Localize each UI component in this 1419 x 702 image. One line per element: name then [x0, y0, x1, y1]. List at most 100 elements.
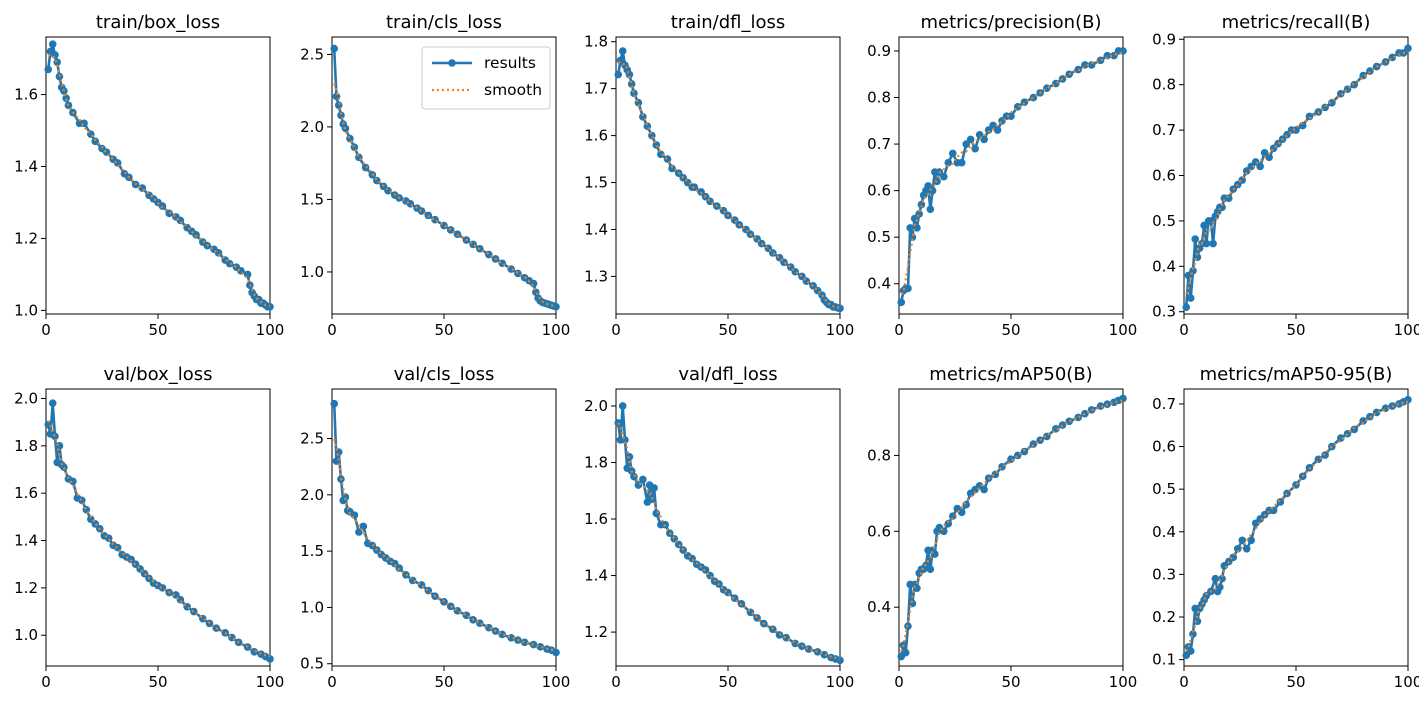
y-tick-label: 0.6	[867, 182, 891, 200]
x-tick-label: 50	[718, 673, 737, 691]
y-tick-label: 1.0	[14, 626, 38, 644]
data-point	[957, 158, 966, 167]
y-tick-label: 1.8	[14, 437, 38, 455]
data-point	[51, 51, 59, 59]
data-point	[1350, 425, 1359, 434]
y-tick-label: 1.0	[300, 598, 324, 616]
data-point	[51, 432, 59, 441]
subplot-title: val/cls_loss	[394, 364, 495, 385]
x-tick-label: 100	[542, 321, 571, 339]
y-tick-label: 0.4	[867, 598, 891, 616]
data-point	[1283, 489, 1291, 498]
data-point	[971, 144, 979, 153]
data-point	[1328, 442, 1336, 451]
data-point	[639, 475, 647, 484]
data-point	[330, 44, 339, 53]
x-tick-label: 100	[1394, 321, 1419, 339]
data-point	[1096, 402, 1105, 410]
data-point	[1256, 162, 1264, 171]
data-point	[657, 150, 665, 159]
y-tick-label: 1.2	[14, 229, 38, 247]
data-point	[113, 543, 122, 552]
subplot-metrics-map50-95-b: metrics/mAP50-95(B) 0 50 100 0.1 0.2 0.3 0.4 0.5…	[1152, 364, 1419, 691]
x-tick-label: 0	[611, 673, 621, 691]
axes-frame	[615, 36, 841, 315]
y-tick-label: 0.3	[1152, 303, 1176, 321]
series-results-line	[899, 49, 1123, 303]
data-point	[820, 650, 829, 659]
data-point	[228, 633, 236, 642]
data-point	[361, 163, 370, 172]
y-tick-label: 2.5	[300, 45, 324, 63]
x-tick-label: 0	[327, 673, 337, 691]
x-tick-label: 0	[611, 321, 621, 339]
y-tick-label: 0.9	[1152, 30, 1176, 48]
data-point	[1081, 409, 1089, 418]
data-point	[802, 277, 811, 285]
y-tick-label: 1.0	[14, 301, 38, 319]
data-point	[836, 656, 844, 665]
series-results-line	[1184, 47, 1409, 308]
data-point	[1186, 294, 1195, 302]
y-tick-label: 1.5	[300, 542, 324, 560]
y-tick-label: 0.6	[867, 522, 891, 540]
y-tick-label: 1.4	[584, 567, 608, 585]
data-point	[1242, 545, 1251, 553]
data-point	[140, 569, 149, 578]
data-point	[453, 607, 462, 615]
data-point	[529, 279, 538, 288]
data-point	[652, 509, 661, 518]
data-point	[1087, 61, 1096, 69]
y-tick-label: 0.6	[1152, 167, 1176, 185]
series-results-line	[46, 401, 271, 661]
data-point	[904, 284, 912, 293]
data-point	[1343, 85, 1352, 94]
data-point	[908, 599, 917, 608]
data-point	[630, 472, 638, 481]
y-tick-label: 0.4	[1152, 523, 1176, 541]
data-point	[53, 58, 61, 66]
data-point	[520, 638, 529, 647]
data-point	[618, 402, 627, 410]
subplot-val-box-loss: val/box_loss 0 50 100 1.0 1.2 1.4 1.6 1.8 2.0	[14, 364, 284, 691]
y-tick-label: 2.5	[300, 430, 324, 448]
data-point	[552, 302, 560, 311]
y-tick-label: 1.5	[584, 174, 608, 192]
y-tick-label: 1.6	[584, 127, 608, 145]
x-tick-label: 0	[894, 321, 904, 339]
y-tick-label: 0.4	[867, 275, 891, 293]
series-smooth-line	[900, 399, 1124, 652]
series-results-line	[616, 404, 841, 662]
data-point	[341, 493, 350, 501]
y-tick-label: 0.4	[1152, 257, 1176, 275]
x-tick-label: 100	[256, 673, 285, 691]
data-point	[813, 648, 822, 656]
data-point	[44, 65, 53, 74]
data-point	[668, 164, 676, 173]
data-point	[225, 259, 234, 268]
y-tick-label: 1.4	[14, 532, 38, 550]
data-point	[350, 511, 359, 519]
data-point	[1209, 239, 1217, 248]
data-point	[476, 619, 484, 628]
data-point	[1020, 447, 1029, 456]
data-point	[1211, 574, 1220, 583]
x-tick-label: 50	[1001, 321, 1020, 339]
y-tick-label: 0.5	[867, 228, 891, 246]
data-point	[1337, 89, 1345, 98]
subplot-title: train/dfl_loss	[671, 12, 786, 33]
axes-frame	[898, 36, 1124, 315]
data-point	[1247, 536, 1255, 545]
data-point	[1321, 451, 1329, 459]
subplot-metrics-map50-b: metrics/mAP50(B) 0 50 100 0.4 0.6 0.8	[867, 364, 1137, 691]
y-tick-label: 0.8	[867, 89, 891, 107]
data-point	[1020, 98, 1029, 106]
data-point	[1052, 79, 1060, 88]
subplot-train-cls-loss: train/cls_loss 0 50 100 1.0 1.5 2.0 2.5 results s…	[300, 12, 570, 339]
x-tick-label: 0	[1179, 673, 1189, 691]
data-point	[1096, 56, 1105, 65]
subplot-title: train/cls_loss	[386, 12, 502, 33]
series-smooth-line	[900, 51, 1124, 295]
data-point	[674, 540, 683, 549]
